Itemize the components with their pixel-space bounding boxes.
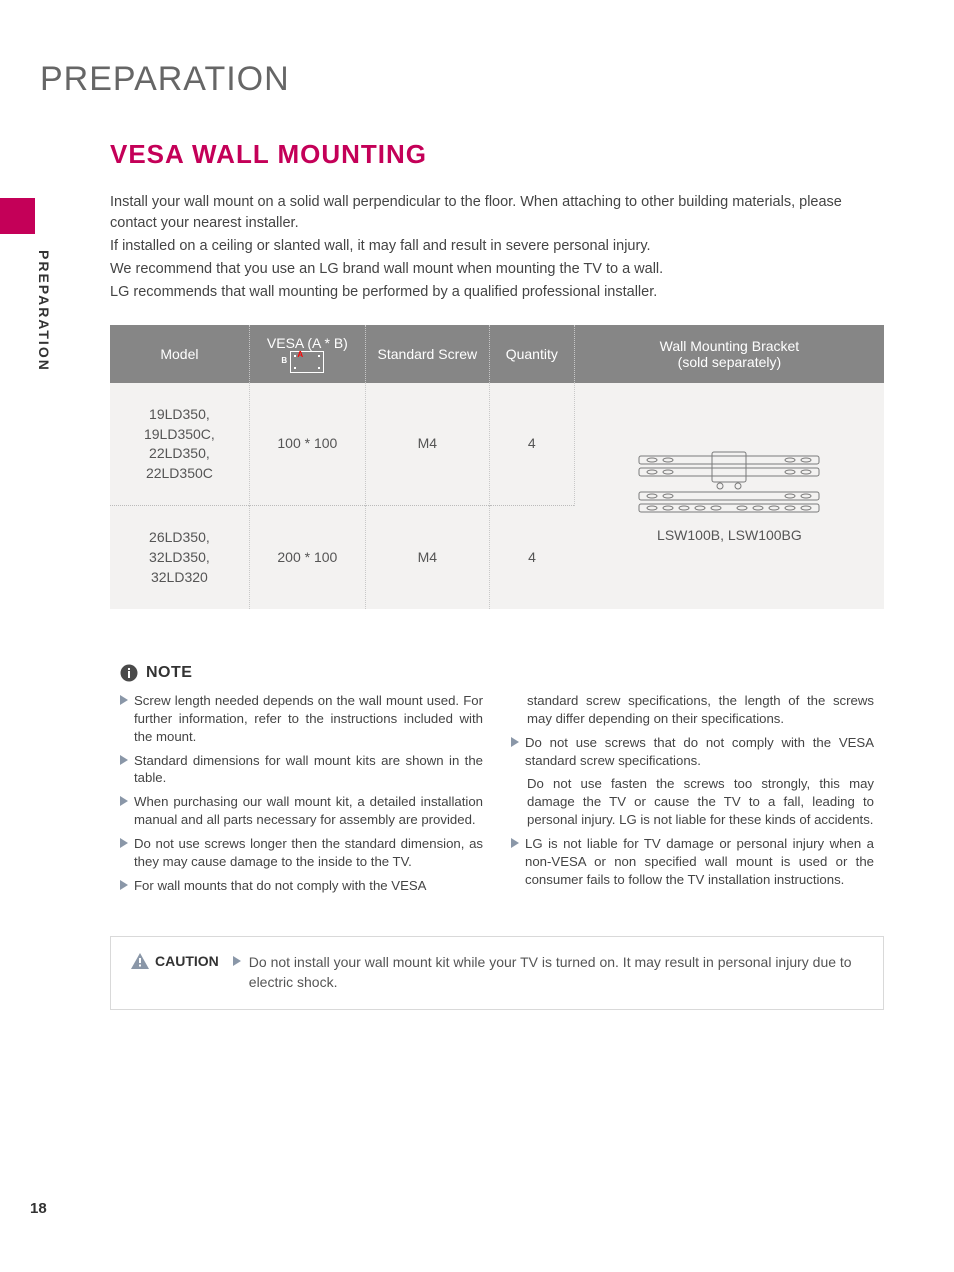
wall-bracket-icon: [634, 446, 824, 516]
cell-vesa: 200 * 100: [249, 506, 365, 609]
note-bullet: Standard dimensions for wall mount kits …: [120, 752, 483, 788]
triangle-icon: [120, 880, 128, 890]
note-bullet: For wall mounts that do not comply with …: [120, 877, 483, 895]
note-right-column: standard screw specifications, the lengt…: [511, 692, 874, 900]
sidebar-section-label: PREPARATION: [36, 250, 52, 372]
triangle-icon: [511, 838, 519, 848]
cell-vesa: 100 * 100: [249, 383, 365, 506]
note-text: When purchasing our wall mount kit, a de…: [134, 793, 483, 829]
th-vesa: VESA (A * B) AB: [249, 325, 365, 383]
page-number: 18: [30, 1200, 47, 1217]
note-bullet: LG is not liable for TV damage or person…: [511, 835, 874, 888]
triangle-icon: [511, 737, 519, 747]
caution-text: Do not install your wall mount kit while…: [249, 953, 863, 992]
intro-line: We recommend that you use an LG brand wa…: [110, 259, 884, 280]
triangle-icon: [120, 695, 128, 705]
table-row: 19LD350, 19LD350C, 22LD350, 22LD350C 100…: [110, 383, 884, 506]
th-vesa-label: VESA (A * B): [267, 335, 348, 351]
triangle-icon: [120, 838, 128, 848]
note-text: For wall mounts that do not comply with …: [134, 877, 426, 895]
note-text: Do not use screws longer then the standa…: [134, 835, 483, 871]
note-text: Standard dimensions for wall mount kits …: [134, 752, 483, 788]
vesa-dimension-icon: AB: [290, 351, 324, 373]
note-bullet: When purchasing our wall mount kit, a de…: [120, 793, 483, 829]
cell-screw: M4: [365, 506, 489, 609]
cell-model: 19LD350, 19LD350C, 22LD350, 22LD350C: [110, 383, 249, 506]
triangle-icon: [233, 956, 241, 966]
page-title: PREPARATION: [40, 60, 884, 99]
note-bullet: Do not use screws that do not comply wit…: [511, 734, 874, 770]
note-text: LG is not liable for TV damage or person…: [525, 835, 874, 888]
th-bracket: Wall Mounting Bracket (sold separately): [574, 325, 884, 383]
info-icon: [120, 664, 138, 682]
warning-icon: [131, 953, 149, 969]
cell-screw: M4: [365, 383, 489, 506]
note-continuation: Do not use fasten the screws too strongl…: [511, 775, 874, 828]
note-bullet: Screw length needed depends on the wall …: [120, 692, 483, 745]
vesa-table: Model VESA (A * B) AB Standard Screw Qua…: [110, 325, 884, 609]
note-bullet: Do not use screws longer then the standa…: [120, 835, 483, 871]
note-section: NOTE Screw length needed depends on the …: [110, 664, 884, 900]
note-title-label: NOTE: [146, 664, 192, 682]
caution-section: CAUTION Do not install your wall mount k…: [110, 936, 884, 1009]
cell-model: 26LD350, 32LD350, 32LD320: [110, 506, 249, 609]
intro-paragraphs: Install your wall mount on a solid wall …: [110, 192, 884, 303]
cell-bracket: LSW100B, LSW100BG: [574, 383, 884, 609]
th-model: Model: [110, 325, 249, 383]
note-text: Screw length needed depends on the wall …: [134, 692, 483, 745]
intro-line: If installed on a ceiling or slanted wal…: [110, 236, 884, 257]
th-qty: Quantity: [489, 325, 574, 383]
section-heading: VESA WALL MOUNTING: [110, 139, 884, 170]
cell-qty: 4: [489, 383, 574, 506]
intro-line: Install your wall mount on a solid wall …: [110, 192, 884, 234]
triangle-icon: [120, 755, 128, 765]
note-left-column: Screw length needed depends on the wall …: [120, 692, 483, 900]
note-text: Do not use screws that do not comply wit…: [525, 734, 874, 770]
note-continuation: standard screw specifications, the lengt…: [511, 692, 874, 728]
cell-bracket-label: LSW100B, LSW100BG: [657, 527, 802, 543]
th-screw: Standard Screw: [365, 325, 489, 383]
cell-qty: 4: [489, 506, 574, 609]
caution-label-text: CAUTION: [155, 953, 219, 969]
triangle-icon: [120, 796, 128, 806]
intro-line: LG recommends that wall mounting be perf…: [110, 282, 884, 303]
accent-tab: [0, 198, 35, 234]
